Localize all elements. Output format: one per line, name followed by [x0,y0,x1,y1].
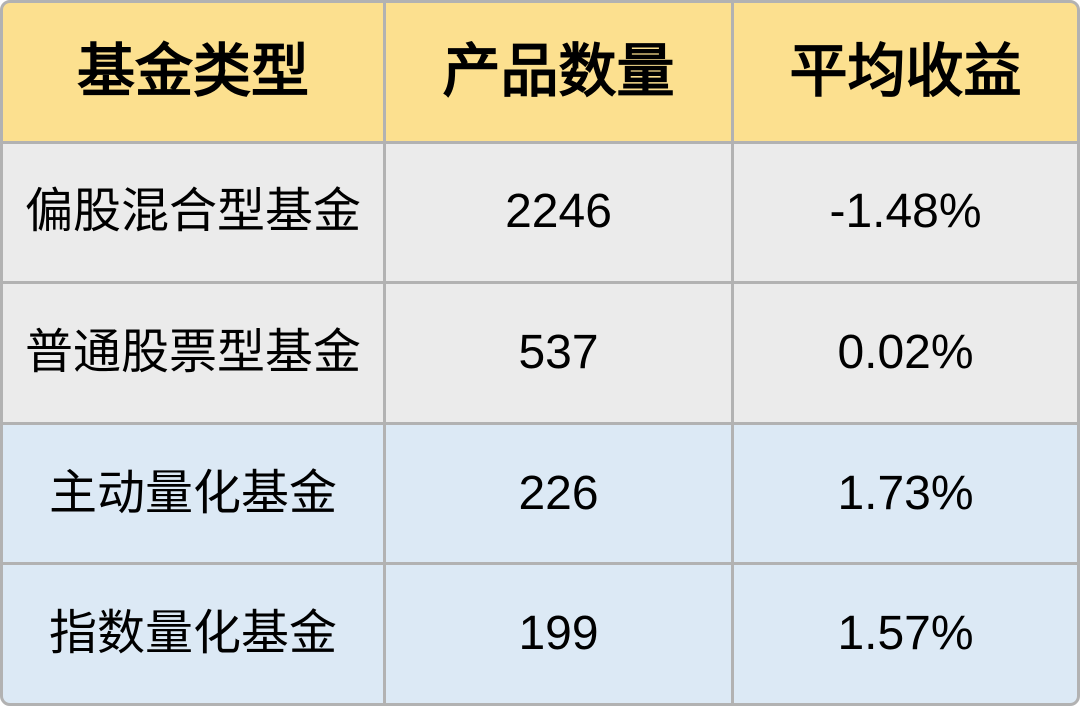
table-row-3-product-count: 226 [386,424,731,563]
table-row-3-avg-return: 1.73% [734,424,1077,563]
table-row-2-fund-type: 普通股票型基金 [3,284,383,422]
table-row-2-product-count: 537 [386,284,731,422]
table-row-2-avg-return: 0.02% [734,284,1077,422]
table-row-1-product-count: 2246 [386,143,731,282]
header-avg-return: 平均收益 [734,3,1077,141]
header-fund-type: 基金类型 [3,3,383,141]
table-row-3-fund-type: 主动量化基金 [3,424,383,563]
table-row-4-avg-return: 1.57% [734,565,1077,703]
table-row-4-fund-type: 指数量化基金 [3,565,383,703]
table-row-1-avg-return: -1.48% [734,143,1077,282]
header-product-count: 产品数量 [386,3,731,141]
table-row-1-fund-type: 偏股混合型基金 [3,143,383,282]
table-row-4-product-count: 199 [386,565,731,703]
